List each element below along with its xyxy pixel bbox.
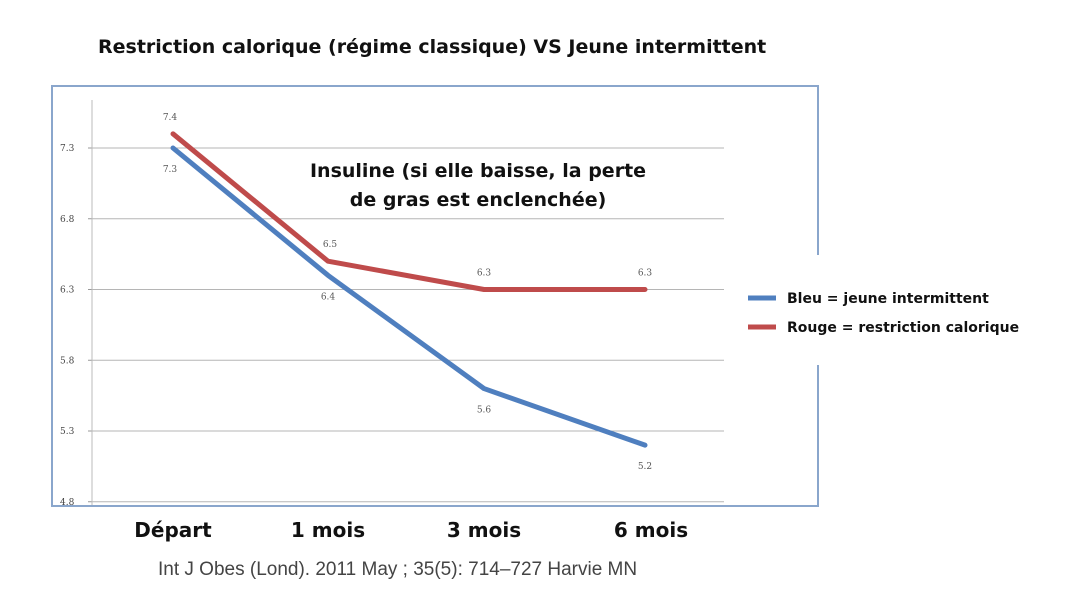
y-tick-label: 5.3: [60, 427, 75, 437]
data-label: 6.3: [638, 269, 653, 279]
data-label: 7.3: [163, 165, 178, 175]
data-label: 6.3: [477, 269, 492, 279]
x-category-label: 6 mois: [614, 518, 688, 542]
annotation-line-1: Insuline (si elle baisse, la perte: [310, 160, 646, 182]
y-tick-label: 5.8: [60, 356, 75, 366]
series-line-red: [170, 131, 648, 292]
x-category-label: 1 mois: [291, 518, 365, 542]
data-labels: 7.3 6.4 5.6 5.2 7.4 6.5 6.3 6.3: [163, 113, 653, 472]
legend: Bleu = jeune intermittent Rouge = restric…: [748, 291, 1019, 336]
y-tick-label: 6.8: [60, 215, 75, 225]
legend-entry: Bleu = jeune intermittent: [787, 291, 989, 307]
gridlines: [92, 147, 724, 503]
chart-frame: [51, 85, 819, 507]
legend-entry: Rouge = restriction calorique: [787, 320, 1019, 336]
data-label: 5.6: [477, 406, 492, 416]
data-label: 6.5: [323, 240, 338, 250]
data-label: 7.4: [163, 113, 178, 123]
y-axis: 4.8 5.3 5.8 6.3 6.8 7.3: [60, 144, 92, 508]
series-line-blue: [170, 145, 648, 448]
y-tick-label: 7.3: [60, 144, 75, 154]
data-label: 6.4: [321, 292, 336, 302]
series-group: [170, 131, 648, 448]
data-label: 5.2: [638, 462, 652, 472]
y-tick-label: 4.8: [60, 498, 75, 508]
source-citation: Int J Obes (Lond). 2011 May ; 35(5): 714…: [158, 559, 637, 580]
legend-background: [738, 255, 1048, 365]
x-category-label: 3 mois: [447, 518, 521, 542]
x-category-label: Départ: [134, 518, 212, 542]
x-axis: Départ 1 mois 3 mois 6 mois: [134, 518, 688, 542]
chart-title: Restriction calorique (régime classique)…: [98, 36, 766, 58]
annotation-line-2: de gras est enclenchée): [350, 189, 607, 211]
y-tick-label: 6.3: [60, 286, 75, 296]
